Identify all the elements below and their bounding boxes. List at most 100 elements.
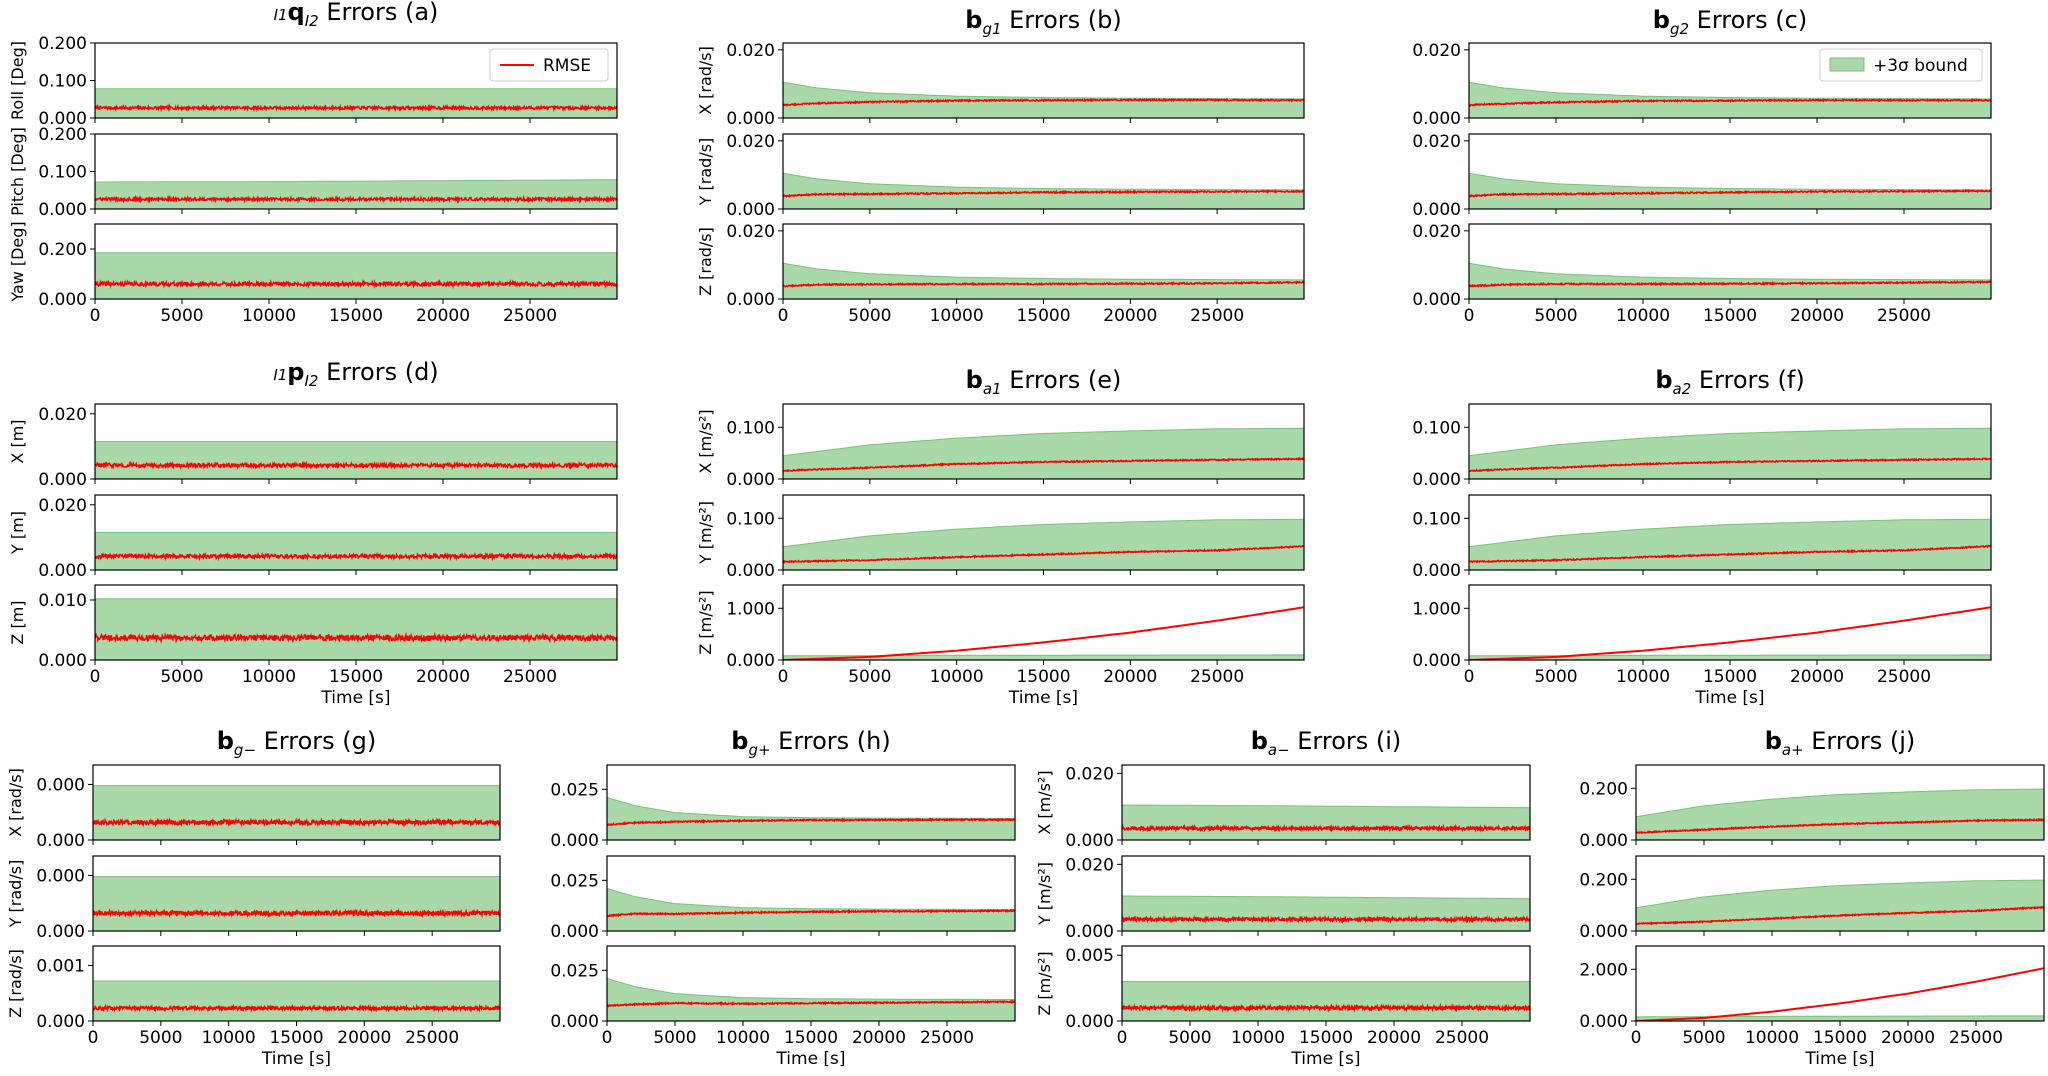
rmse-line [607, 817, 1015, 827]
y-tick-label: 0.000 [38, 109, 87, 129]
rmse-line [1469, 456, 1991, 473]
x-tick-label: 10000 [202, 1028, 256, 1048]
x-tick-label: 25000 [503, 667, 557, 687]
bound-area [607, 978, 1015, 1021]
chart-figure-f: ba2 Errors (f) 0.000 0.100 0.000 0.100 0.000 1… [1412, 366, 1992, 708]
legend-bound-label: +3σ bound [1873, 56, 1968, 76]
bound-area [1469, 519, 1991, 570]
chart-title: bg+ Errors (h) [731, 727, 890, 759]
x-tick-label: 0 [1464, 306, 1475, 326]
x-tick-label: 5000 [848, 667, 891, 687]
x-tick-label: 25000 [1435, 1028, 1489, 1048]
chart-figure-a: I1qI2 Errors (a) 0.000 0.100 0.200 Roll [Deg… [8, 0, 618, 326]
y-axis-label: Yaw [Deg] [8, 221, 27, 302]
x-tick-label: 15000 [1016, 306, 1070, 326]
x-tick-label: 25000 [405, 1028, 459, 1048]
rmse-line [783, 188, 1304, 198]
rmse-line [783, 606, 1304, 660]
x-tick-label: 20000 [337, 1028, 391, 1048]
bound-area [93, 981, 500, 1021]
bound-edge [783, 654, 1304, 657]
x-tick-label: 0 [90, 306, 101, 326]
bound-area [607, 888, 1015, 931]
bound-area [95, 88, 617, 118]
panel-2: 0.000 0.020 [1412, 132, 1992, 220]
x-tick-label: 20000 [1881, 1028, 1935, 1048]
rmse-line [95, 278, 617, 289]
bound-area [607, 797, 1015, 840]
rmse-line [1122, 914, 1530, 925]
y-axis-label: Y [m/s²] [696, 501, 715, 565]
panel-3: 0.000 1.000 0 5000 10000 15000 20000 25000 Time … [1412, 584, 1992, 708]
x-tick-label: 5000 [1534, 667, 1577, 687]
x-tick-label: 20000 [1367, 1028, 1421, 1048]
x-tick-label: 20000 [416, 667, 470, 687]
y-tick-label: 0.025 [550, 871, 599, 891]
x-tick-label: 10000 [1616, 667, 1670, 687]
rmse-line [93, 908, 500, 919]
y-tick-label: 0.200 [1579, 870, 1628, 890]
y-tick-label: 2.000 [1579, 960, 1628, 980]
x-tick-label: 20000 [1103, 306, 1157, 326]
rmse-line [1636, 817, 2044, 835]
x-tick-label: 15000 [1703, 667, 1757, 687]
x-tick-label: 25000 [1949, 1028, 2003, 1048]
y-tick-label: 0.200 [38, 125, 87, 145]
x-tick-label: 20000 [1103, 667, 1157, 687]
bound-area [93, 876, 500, 931]
bound-area [1636, 789, 2044, 840]
y-tick-label: 0.000 [726, 651, 775, 671]
y-tick-label: 0.000 [1065, 831, 1114, 851]
panel-3: 0.000 0.001 Z [rad/s] 0 5000 10000 15000 20000 2… [6, 945, 501, 1069]
bound-area [1469, 263, 1991, 299]
axes-frame [1468, 584, 1992, 661]
x-tick-label: 0 [778, 306, 789, 326]
bound-area [783, 519, 1304, 570]
x-axis-label: Time [s] [1804, 1049, 1874, 1069]
panel-3: 0.000 0.200 Yaw [Deg] 0 5000 10000 15000 20000 2… [8, 221, 618, 326]
bound-edge [783, 518, 1304, 548]
panel-2: 0.000 0.100 0.200 Pitch [Deg] [8, 125, 618, 220]
panel-2: 0.000 0.100 Y [m/s²] [696, 494, 1305, 581]
y-tick-label: 0.000 [726, 200, 775, 220]
panel-2: 0.000 0.000 Y [rad/s] [6, 855, 501, 942]
y-tick-label: 0.000 [1065, 922, 1114, 942]
y-tick-label: 0.020 [1412, 132, 1461, 152]
panel-2: 0.000 0.200 [1579, 855, 2045, 942]
rmse-line [1122, 823, 1530, 833]
y-axis-label: Roll [Deg] [8, 41, 27, 120]
y-tick-label: 0.020 [38, 405, 87, 425]
chart-figure-c: bg2 Errors (c)0.0000.020+3σ bound0.0000.… [1412, 6, 1992, 326]
y-tick-label: 0.020 [1065, 764, 1114, 784]
x-tick-label: 15000 [1813, 1028, 1867, 1048]
bound-edge [1636, 788, 2044, 818]
panel-2: 0.000 0.100 [1412, 494, 1992, 581]
y-tick-label: 0.100 [726, 418, 775, 438]
panel-1: 0.000 0.025 [550, 764, 1016, 851]
bound-edge [95, 179, 617, 183]
y-tick-label: 0.020 [726, 41, 775, 61]
x-tick-label: 10000 [930, 667, 984, 687]
y-axis-label: Z [m/s²] [696, 590, 715, 654]
bound-edge [783, 172, 1304, 191]
x-tick-label: 15000 [329, 667, 383, 687]
x-tick-label: 20000 [416, 306, 470, 326]
panel-3: 0.000 0.025 0 5000 10000 15000 20000 25000 Time … [550, 945, 1016, 1069]
y-axis-label: X [m/s²] [1035, 770, 1054, 834]
x-tick-label: 15000 [1703, 306, 1757, 326]
y-tick-label: 0.100 [38, 72, 87, 92]
panel-1: 0.000 0.100 0.200 Roll [Deg] RMSE [8, 34, 618, 129]
x-tick-label: 25000 [1877, 667, 1931, 687]
bound-edge [1122, 804, 1530, 809]
rmse-line [93, 817, 500, 828]
panel-1: 0.000 0.100 X [m/s²] [696, 403, 1305, 490]
x-tick-label: 0 [88, 1028, 99, 1048]
y-tick-label: 0.020 [726, 222, 775, 242]
panel-2: 0.000 0.020 Y [m] [8, 494, 618, 581]
bound-area [1469, 428, 1991, 479]
chart-title: bg2 Errors (c) [1653, 6, 1807, 38]
y-tick-label: 0.020 [726, 132, 775, 152]
y-tick-label: 0.000 [38, 290, 87, 310]
y-tick-label: 0.000 [1065, 1012, 1114, 1032]
